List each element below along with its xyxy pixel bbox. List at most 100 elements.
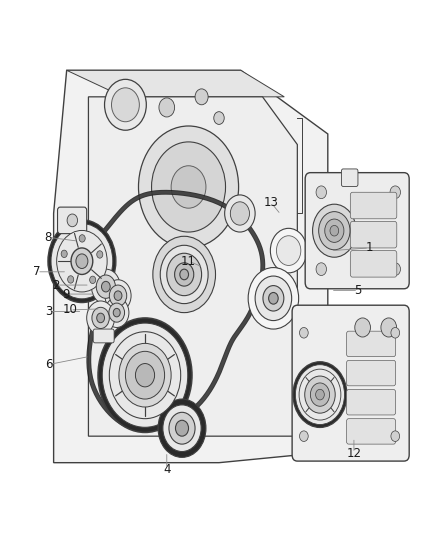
Circle shape [300,327,308,338]
FancyBboxPatch shape [346,390,396,415]
Circle shape [92,308,110,328]
Circle shape [390,263,400,276]
Circle shape [61,250,67,257]
Circle shape [167,253,201,296]
Circle shape [299,369,341,420]
Circle shape [355,318,371,337]
Polygon shape [53,70,328,463]
Text: 10: 10 [63,303,78,317]
Circle shape [315,389,325,400]
Circle shape [391,327,399,338]
Circle shape [180,269,188,280]
Circle shape [330,225,339,236]
Circle shape [158,399,206,457]
Circle shape [105,79,146,130]
Circle shape [248,268,299,329]
Circle shape [131,358,159,392]
Circle shape [51,223,113,299]
Circle shape [109,303,124,322]
Text: 8: 8 [45,231,52,244]
Circle shape [87,301,115,335]
Circle shape [48,220,116,303]
Circle shape [152,142,226,232]
Text: 1: 1 [365,241,373,254]
Circle shape [98,318,192,432]
Circle shape [305,376,335,413]
Circle shape [97,251,103,258]
Circle shape [159,98,175,117]
Circle shape [125,351,165,399]
Circle shape [171,166,206,208]
FancyBboxPatch shape [346,331,396,357]
Circle shape [138,366,153,384]
Circle shape [195,89,208,105]
Circle shape [316,389,324,400]
Circle shape [138,126,239,248]
Circle shape [175,263,194,286]
FancyBboxPatch shape [57,207,87,233]
Circle shape [276,236,301,265]
Circle shape [319,212,350,250]
Circle shape [67,214,78,227]
Circle shape [163,405,201,451]
Circle shape [325,219,344,243]
Circle shape [102,323,188,427]
Circle shape [255,276,292,320]
FancyBboxPatch shape [346,360,396,386]
FancyBboxPatch shape [346,419,396,444]
Text: 4: 4 [163,463,170,475]
Circle shape [293,362,347,427]
Circle shape [57,230,107,292]
Circle shape [110,285,127,306]
Circle shape [270,228,307,273]
Circle shape [311,384,328,405]
Circle shape [263,286,284,311]
Circle shape [169,413,195,444]
FancyBboxPatch shape [350,221,397,248]
Text: 6: 6 [45,358,52,371]
Circle shape [268,293,278,304]
Circle shape [90,276,96,284]
Circle shape [135,364,155,387]
Text: 13: 13 [264,196,279,209]
FancyBboxPatch shape [341,169,358,187]
Circle shape [102,281,110,292]
Circle shape [381,318,396,337]
Text: 2: 2 [52,279,60,292]
Circle shape [79,235,85,242]
Text: 12: 12 [346,447,361,459]
Circle shape [114,291,122,301]
Circle shape [76,254,88,269]
Polygon shape [67,70,284,97]
Circle shape [313,204,356,257]
FancyBboxPatch shape [93,329,114,343]
Text: 11: 11 [181,255,196,268]
Circle shape [112,88,139,122]
Text: 5: 5 [355,284,362,297]
Circle shape [119,343,171,407]
Text: 9: 9 [62,288,70,301]
Circle shape [160,245,208,304]
Circle shape [391,431,399,441]
FancyBboxPatch shape [350,192,397,219]
FancyBboxPatch shape [292,305,409,461]
Circle shape [153,236,215,313]
Circle shape [390,186,400,199]
Circle shape [295,365,345,424]
Circle shape [71,248,93,274]
Circle shape [176,420,188,436]
Circle shape [113,309,120,317]
Circle shape [225,195,255,232]
Circle shape [105,298,129,327]
Circle shape [316,186,326,199]
Circle shape [110,332,181,419]
Polygon shape [88,97,297,436]
Circle shape [316,263,326,276]
Circle shape [67,276,74,283]
Circle shape [105,280,131,312]
Circle shape [230,202,250,225]
FancyBboxPatch shape [305,173,409,289]
FancyBboxPatch shape [350,251,397,277]
Circle shape [300,431,308,441]
Circle shape [92,269,120,304]
